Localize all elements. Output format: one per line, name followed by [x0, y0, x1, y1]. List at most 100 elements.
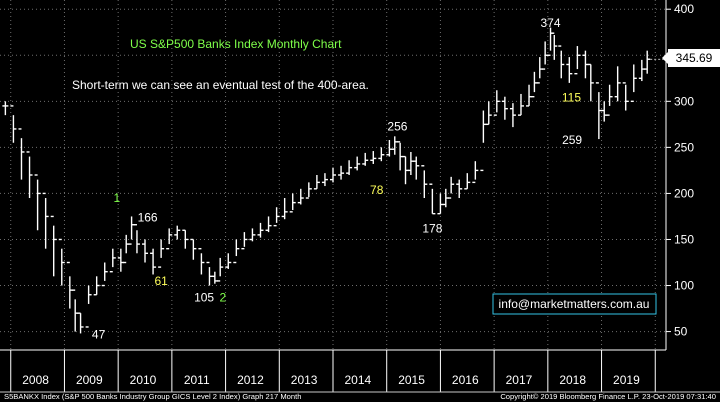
y-tick-label: 100 [674, 279, 694, 293]
price-bar [93, 276, 100, 296]
y-tick-label: 150 [674, 232, 694, 246]
price-bar [273, 207, 280, 227]
y-tick-label: 50 [674, 325, 688, 339]
price-bar [50, 215, 57, 277]
x-tick-label: 2009 [76, 373, 103, 387]
annotation-label: 256 [387, 119, 407, 133]
price-bar [18, 128, 25, 180]
price-bar [587, 63, 594, 102]
price-bar [174, 225, 181, 240]
price-bar [150, 248, 157, 275]
price-bar [281, 198, 288, 220]
x-tick-label: 2014 [345, 373, 372, 387]
x-tick-label: 2017 [506, 373, 533, 387]
price-bar [456, 179, 463, 199]
price-bar [42, 192, 49, 249]
price-bar [362, 152, 369, 166]
watermark-link[interactable]: info@marketmatters.com.au [499, 297, 650, 311]
price-bar [448, 176, 455, 199]
x-tick-label: 2016 [452, 373, 479, 387]
price-bar [85, 285, 92, 328]
price-bar [509, 103, 516, 128]
annotation-label: 47 [92, 327, 106, 341]
watermark-border [492, 293, 657, 315]
price-bar [166, 228, 173, 250]
price-bar [614, 66, 621, 102]
price-bar [429, 183, 436, 215]
y-tick-label: 400 [674, 2, 694, 16]
price-bar [644, 50, 651, 74]
footer-copyright: Copyright© 2019 Bloomberg Finance L.P. 2… [500, 392, 716, 401]
price-bar [289, 193, 296, 213]
price-bar [346, 160, 353, 175]
price-bar [370, 151, 377, 164]
price-bar [158, 239, 165, 268]
price-bar [225, 253, 232, 269]
annotation-label: 166 [138, 210, 158, 224]
y-tick-label: 250 [674, 140, 694, 154]
chart-title: US S&P500 Banks Index Monthly Chart [130, 37, 342, 51]
last-price-pointer [662, 52, 668, 64]
x-tick-label: 2008 [22, 373, 49, 387]
annotations: 374 256 166 1 61 105 2 47 78 178 115 259 [92, 16, 583, 341]
price-bar [622, 82, 629, 111]
annotation-label: 115 [562, 91, 581, 105]
price-bar [101, 262, 108, 287]
price-bar [630, 64, 637, 103]
annotation-label: 374 [541, 16, 561, 30]
x-axis: 2008 2009 2010 2011 2012 2013 2014 2015 2016 2017… [0, 349, 666, 392]
price-bar [26, 151, 33, 199]
x-tick-label: 2015 [398, 373, 425, 387]
price-bar [182, 229, 189, 249]
price-bar [574, 46, 581, 75]
annotation-label: 105 [194, 291, 214, 305]
price-bar [34, 174, 41, 231]
price-bar [190, 238, 197, 260]
price-bar [2, 101, 9, 116]
last-price-label: 345.69 [676, 51, 713, 65]
price-bar [77, 312, 84, 334]
price-bar [493, 90, 500, 116]
x-tick-label: 2012 [237, 373, 264, 387]
x-tick-label: 2019 [613, 373, 640, 387]
price-bar [330, 167, 336, 183]
annotation-label: 2 [220, 291, 227, 305]
price-bar [142, 239, 149, 263]
price-bar [109, 248, 116, 273]
last-price-box [668, 49, 720, 67]
footer-source: S5BANKX Index (S&P 500 Banks Industry Gr… [4, 392, 301, 401]
price-bar [421, 165, 428, 199]
price-bar [485, 101, 492, 126]
price-bar [321, 173, 328, 187]
price-bar [10, 105, 17, 143]
price-bar [217, 257, 224, 282]
price-bar [233, 239, 240, 264]
price-bar [517, 93, 524, 116]
price-bar [558, 45, 565, 79]
price-bar [354, 156, 361, 171]
price-bar [501, 96, 508, 120]
price-bar [606, 84, 613, 116]
price-bar [58, 238, 65, 286]
annotation-label: 78 [370, 183, 384, 197]
annotation-label: 259 [562, 133, 582, 147]
annotation-label: 178 [422, 221, 442, 235]
price-bar [133, 224, 140, 254]
price-bar [551, 32, 558, 60]
watermark-box[interactable]: info@marketmatters.com.au [492, 293, 657, 315]
price-bar [249, 228, 256, 242]
y-tick-label: 200 [674, 186, 694, 200]
price-bar [566, 57, 573, 83]
price-bar [313, 175, 320, 190]
x-tick-label: 2018 [559, 373, 586, 387]
y-tick-label: 300 [674, 94, 694, 108]
annotation-label: 61 [154, 274, 168, 288]
price-bar [297, 188, 304, 205]
price-bar [241, 232, 248, 250]
x-tick-label: 2010 [130, 373, 157, 387]
annotation-label: 1 [114, 191, 121, 205]
price-bar [198, 247, 205, 275]
last-price-tag: 345.69 [662, 49, 720, 67]
